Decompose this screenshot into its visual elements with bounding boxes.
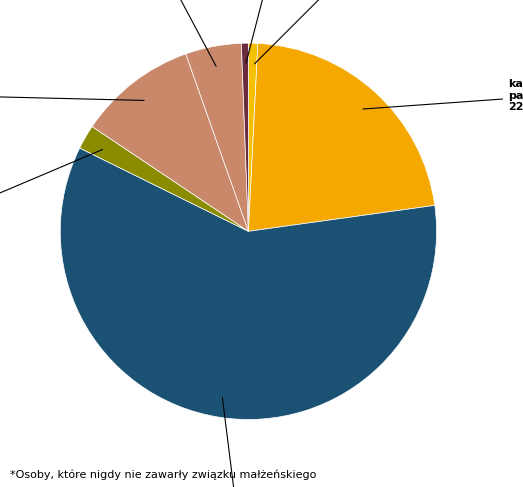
Text: nieustalony
0.8%: nieustalony 0.8% bbox=[255, 0, 402, 64]
Text: separowani,
separowane
0.6%: separowani, separowane 0.6% bbox=[244, 0, 321, 63]
Wedge shape bbox=[248, 43, 258, 231]
Text: rozwiedzeni,
rozwiedzione
4.8%: rozwiedzeni, rozwiedzione 4.8% bbox=[104, 0, 216, 66]
Text: żonaci,
zamężne
59.5%: żonaci, zamężne 59.5% bbox=[212, 397, 266, 487]
Wedge shape bbox=[186, 43, 248, 231]
Wedge shape bbox=[248, 43, 435, 231]
Text: kohabitanci
2.1%: kohabitanci 2.1% bbox=[0, 150, 103, 227]
Wedge shape bbox=[79, 127, 248, 231]
Wedge shape bbox=[241, 43, 248, 231]
Text: *Osoby, które nigdy nie zawarły związku małżeńskiego: *Osoby, które nigdy nie zawarły związku … bbox=[10, 469, 317, 480]
Wedge shape bbox=[92, 54, 248, 231]
Text: wdowcy,
wdowy
10.2%: wdowcy, wdowy 10.2% bbox=[0, 79, 144, 112]
Wedge shape bbox=[60, 148, 437, 419]
Text: kawalerowie
panny*
22.0%: kawalerowie panny* 22.0% bbox=[363, 79, 523, 112]
